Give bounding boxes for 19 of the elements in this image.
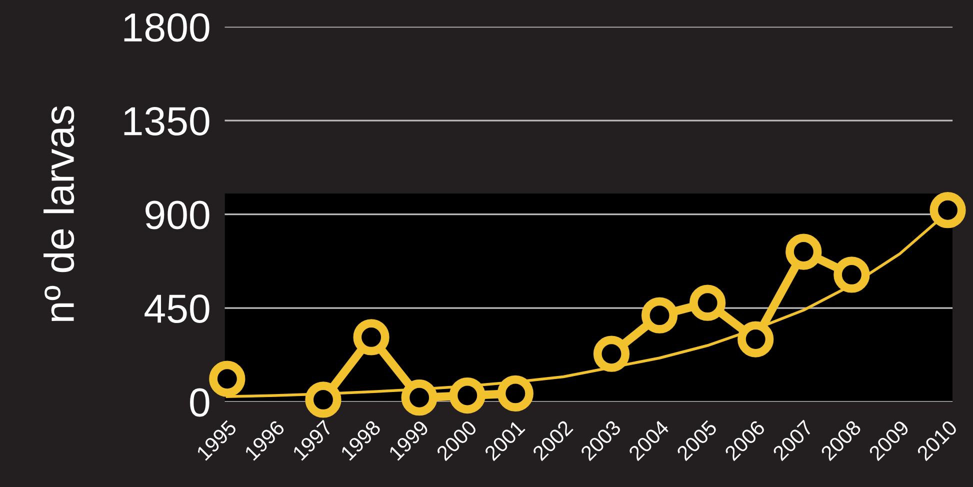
- point: [497, 375, 534, 412]
- point: [449, 377, 486, 414]
- y-tick-label: 1350: [124, 107, 210, 136]
- point: [305, 382, 342, 418]
- y-tick-label: 900: [146, 200, 210, 230]
- y-axis-title: nº de larvas: [44, 106, 74, 322]
- point: [786, 234, 822, 270]
- point: [401, 380, 438, 416]
- point: [690, 284, 726, 321]
- point: [930, 192, 966, 228]
- point: [738, 321, 774, 358]
- point: [209, 360, 246, 397]
- y-tick-label: 0: [190, 388, 210, 417]
- point: [593, 336, 630, 372]
- y-tick-label: 1800: [124, 13, 210, 42]
- point: [353, 319, 390, 356]
- point: [641, 297, 678, 334]
- point: [834, 256, 870, 293]
- y-tick-label: 450: [144, 294, 210, 324]
